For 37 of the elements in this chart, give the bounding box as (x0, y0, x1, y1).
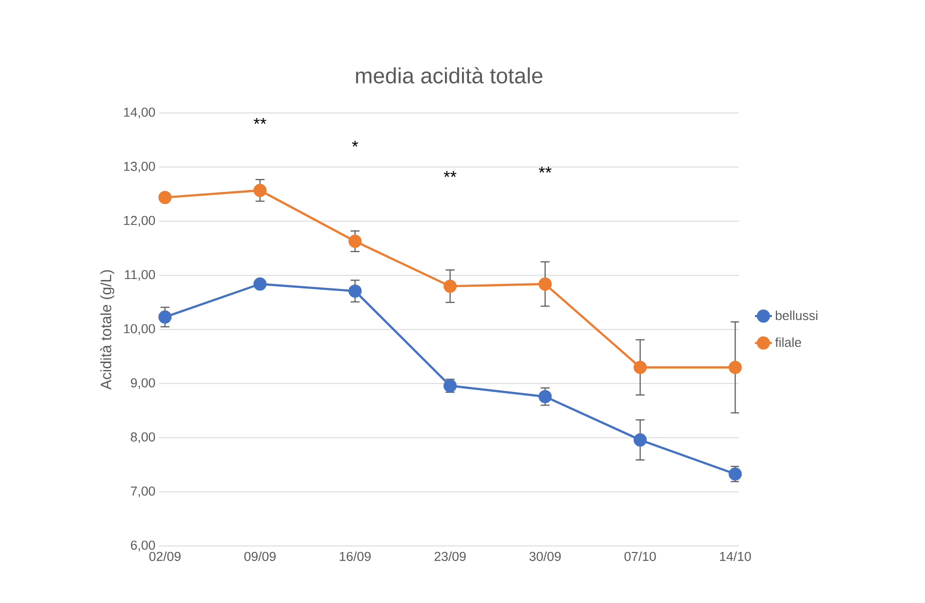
point (728, 360, 742, 374)
x-tick-label: 09/09 (244, 552, 276, 562)
annotation: ** (254, 118, 266, 124)
point (538, 390, 552, 404)
x-tick-label: 14/10 (720, 552, 751, 562)
y-tick-label: 14,00 (124, 108, 155, 118)
point (158, 310, 172, 324)
point (728, 467, 742, 481)
y-tick-label: 6,00 (130, 540, 155, 552)
y-tick-label: 8,00 (130, 432, 155, 444)
y-tick-label: 13,00 (124, 162, 155, 172)
x-tick-label: 07/10 (624, 552, 656, 562)
y-tick-label: 11,00 (125, 270, 155, 281)
annotation: ** (538, 166, 552, 173)
x-tick-label: 30/09 (529, 552, 561, 562)
point (253, 277, 267, 291)
annotation: ** (444, 171, 456, 177)
y-tick-label: 10,00 (124, 324, 155, 335)
point (538, 277, 552, 291)
point (634, 433, 647, 446)
y-tick-label: 12,00 (124, 216, 155, 227)
x-tick-label: 02/09 (149, 552, 181, 562)
annotation: * (352, 140, 358, 147)
point (348, 284, 362, 298)
point (253, 184, 267, 197)
x-tick-label: 23/09 (434, 552, 466, 562)
point (634, 360, 647, 374)
y-tick-label: 7,00 (130, 486, 155, 498)
x-tick-label: 16/09 (340, 552, 371, 562)
chart-title: media acidità totale (356, 67, 542, 84)
point (158, 190, 172, 204)
point (348, 234, 362, 248)
y-tick-label: 9,00 (130, 378, 155, 389)
legend-label: bellussi (776, 310, 818, 320)
point (444, 280, 457, 293)
legend-label: filale (775, 337, 802, 347)
y-axis-title: Acidità totale (g/L) (100, 270, 114, 390)
